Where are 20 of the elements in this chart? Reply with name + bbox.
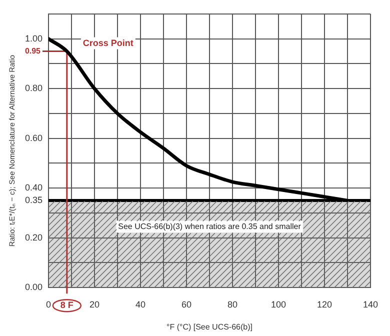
ref-line-label: 0.95 [24, 46, 42, 56]
x-tick-label: 60 [182, 299, 192, 310]
y-tick-label: 0.00 [24, 282, 43, 292]
y-tick-label: 0.35 [24, 195, 43, 206]
x-tick-label: 80 [227, 299, 238, 310]
x-axis-title: °F (°C) [See UCS-66(b)] [166, 322, 252, 332]
y-tick-label: 0.40 [24, 182, 43, 193]
y-tick-label: 0.20 [24, 232, 43, 242]
x-tick-label: 140 [362, 299, 378, 310]
y-tick-label: 0.60 [24, 132, 43, 143]
ref-line-label: 8 F [60, 300, 74, 310]
band-label: See UCS-66(b)(3) when ratios are 0.35 and smaller [118, 222, 302, 231]
x-tick-label: 120 [316, 299, 332, 310]
x-tick-label: 0 [46, 299, 52, 310]
x-tick-label: 40 [136, 299, 146, 310]
y-tick-label: 1.00 [24, 33, 43, 44]
x-tick-label: 100 [270, 299, 286, 310]
y-tick-label: 0.80 [24, 83, 43, 94]
annotation: Cross Point [82, 38, 134, 48]
x-tick-label: 20 [90, 299, 100, 310]
